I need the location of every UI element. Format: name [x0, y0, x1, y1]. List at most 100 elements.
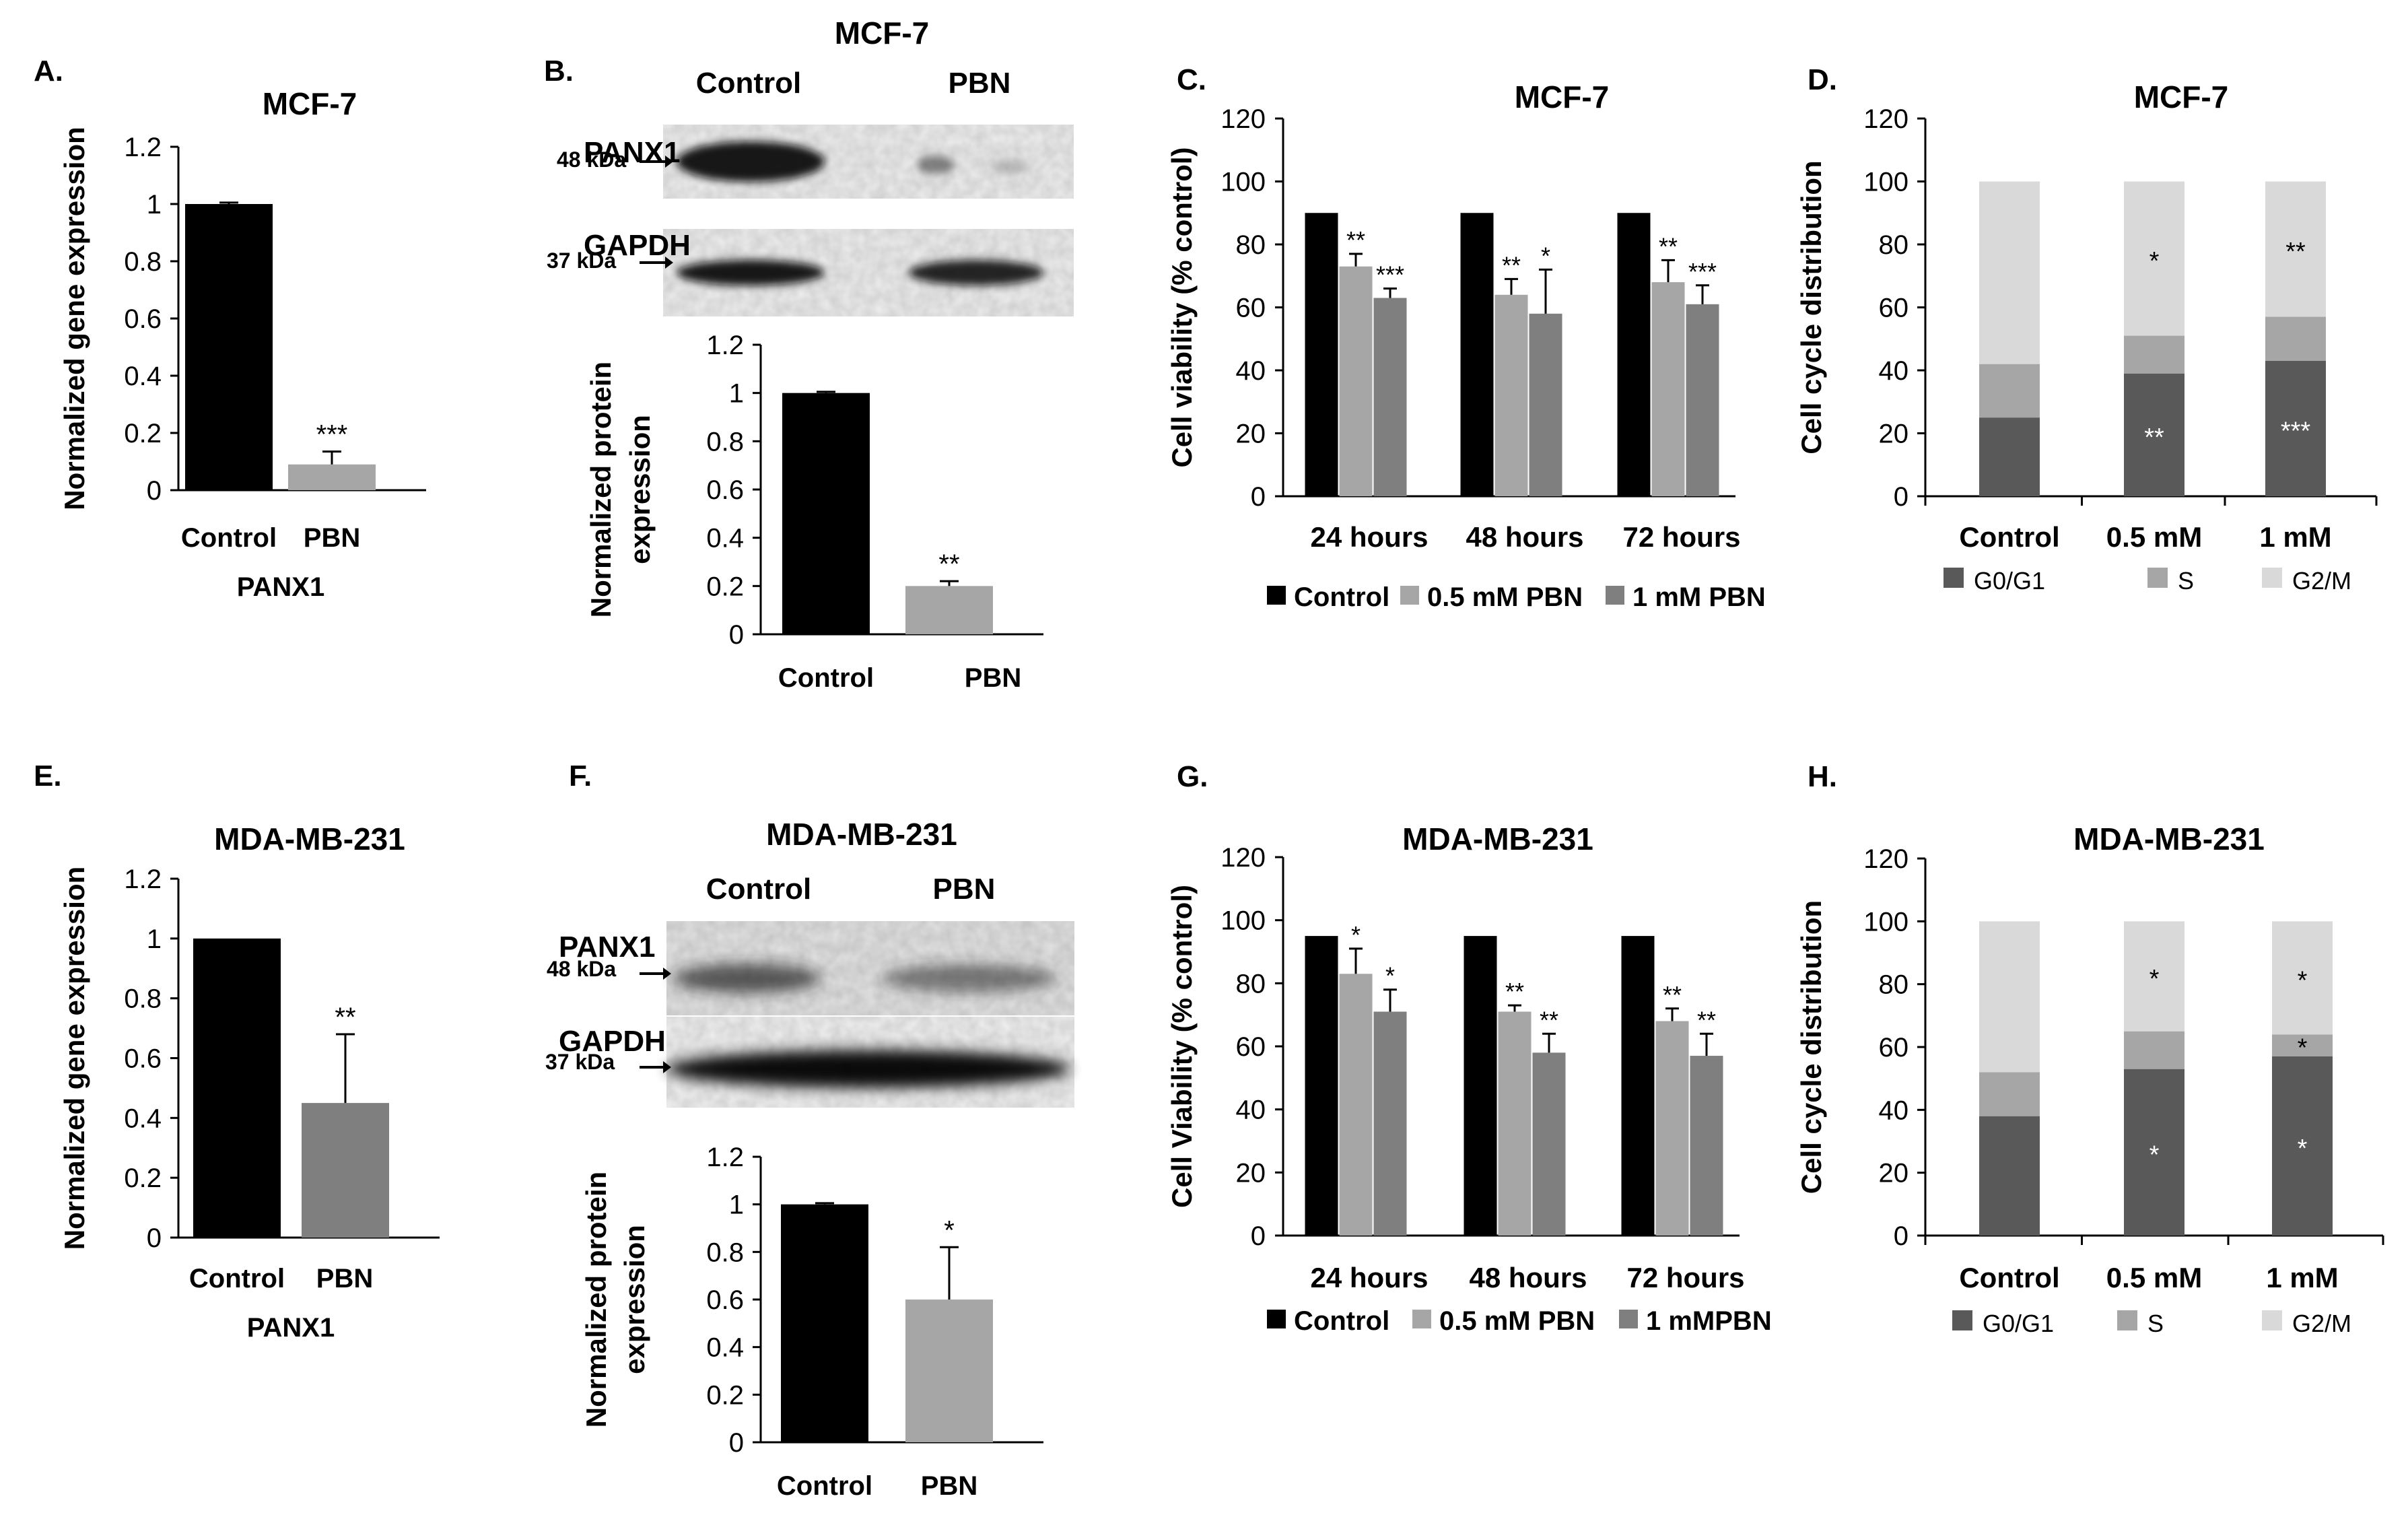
y-tick-label: 20	[1879, 419, 1909, 449]
significance-label: *	[1385, 962, 1395, 990]
significance-label: **	[2285, 238, 2306, 266]
y-tick-label: 20	[1879, 1159, 1909, 1188]
significance-label: **	[1505, 978, 1524, 1005]
significance-label: **	[1663, 981, 1682, 1009]
significance-label: *	[2149, 247, 2160, 275]
y-tick-label: 0.2	[706, 1380, 744, 1410]
legend-swatch	[2117, 1310, 2137, 1330]
y-tick-label: 60	[1879, 294, 1909, 323]
x-tick-label: PBN	[965, 663, 1021, 693]
y-tick-label: 100	[1863, 168, 1908, 197]
x-tick-label: 48 hours	[1466, 521, 1583, 553]
significance-label: **	[1659, 232, 1678, 260]
blot-band	[673, 964, 821, 993]
bar	[1686, 304, 1719, 496]
x-tick-label: 72 hours	[1626, 1262, 1744, 1293]
stacked-segment	[1979, 417, 2040, 496]
significance-label: *	[2149, 965, 2160, 993]
significance-label: **	[938, 549, 959, 579]
panel-letter: A.	[34, 55, 63, 88]
y-tick-label: 20	[1236, 1158, 1266, 1188]
significance-label: ***	[1688, 258, 1717, 285]
legend-swatch	[2147, 568, 2168, 588]
blot-band	[677, 260, 825, 285]
x-tick-label: PBN	[316, 1264, 373, 1293]
blot-lane-label: Control	[696, 67, 801, 100]
y-tick-label: 0	[729, 620, 744, 650]
y-tick-label: 1	[147, 190, 162, 220]
stacked-segment	[2124, 921, 2185, 1032]
bar-control	[193, 938, 281, 1238]
bar	[1498, 1011, 1532, 1236]
y-axis-label: expression	[624, 415, 656, 564]
x-tick-label: Control	[189, 1264, 285, 1293]
y-tick-label: 0.2	[124, 1164, 162, 1193]
significance-label: **	[335, 1003, 355, 1032]
y-tick-label: 60	[1236, 294, 1266, 323]
stacked-segment	[2265, 316, 2326, 361]
y-tick-label: 100	[1220, 906, 1266, 936]
stacked-segment	[2265, 360, 2326, 496]
y-tick-label: 1	[147, 924, 162, 954]
y-tick-label: 0	[1894, 482, 1908, 512]
bar	[1651, 282, 1685, 496]
x-tick-label: Control	[181, 523, 277, 553]
bar-pbn	[288, 464, 376, 490]
chart-title: MDA-MB-231	[2073, 821, 2265, 856]
panel-letter: H.	[1808, 760, 1837, 793]
bar	[1305, 936, 1338, 1236]
blot-marker-label: 37 kDa	[547, 248, 616, 273]
x-tick-label: 1 mM	[2259, 521, 2331, 553]
blot-protein-label: PANX1	[559, 931, 655, 964]
stacked-segment	[2265, 181, 2326, 317]
stacked-segment	[2272, 1056, 2333, 1236]
panel-b: B. MCF-7 Normalized protein expression Contr…	[544, 15, 1074, 693]
x-tick-label: Control	[778, 663, 874, 693]
y-tick-label: 1	[729, 379, 744, 409]
stacked-segment	[1979, 181, 2040, 364]
bar-pbn	[905, 1300, 993, 1442]
y-tick-label: 0	[1894, 1221, 1908, 1251]
y-tick-label: 0.8	[706, 1238, 744, 1267]
y-tick-label: 40	[1879, 1095, 1909, 1125]
y-tick-label: 1.2	[124, 865, 162, 894]
significance-label: **	[1346, 226, 1365, 254]
significance-label: *	[2149, 1141, 2160, 1169]
blot-band	[991, 160, 1029, 174]
x-tick-label: Control	[1959, 521, 2059, 553]
significance-label: *	[2298, 966, 2308, 995]
chart-title: MCF-7	[835, 15, 930, 50]
bar	[1339, 266, 1373, 496]
bar	[1690, 1056, 1723, 1236]
legend-swatch	[2262, 568, 2282, 588]
y-tick-label: 120	[1863, 844, 1908, 874]
bar	[1305, 213, 1338, 496]
stacked-segment	[2124, 335, 2185, 374]
bar	[1464, 936, 1497, 1236]
y-tick-label: 80	[1236, 969, 1266, 999]
stacked-segment	[1979, 1116, 2040, 1236]
y-tick-label: 0.2	[706, 572, 744, 601]
panel-g: G. MDA-MB-231 Cell Viability (% control) 0 2…	[1166, 760, 1772, 1336]
legend-label: 0.5 mM PBN	[1427, 582, 1583, 612]
y-axis-label: Normalized protein	[585, 362, 617, 617]
blot-marker-label: 48 kDa	[557, 147, 626, 172]
x-tick-label: 0.5 mM	[2106, 521, 2202, 553]
significance-label: *	[2298, 1034, 2308, 1063]
legend-label: 1 mMPBN	[1646, 1306, 1772, 1336]
legend-label: G0/G1	[1974, 567, 2045, 595]
x-tick-label: Control	[777, 1471, 872, 1501]
marker-arrow-head	[663, 1061, 671, 1073]
blot-marker-label: 48 kDa	[547, 957, 616, 981]
y-tick-label: 0.6	[124, 304, 162, 334]
y-tick-label: 120	[1863, 104, 1908, 134]
y-tick-label: 0.4	[124, 1104, 162, 1133]
y-tick-label: 100	[1863, 907, 1908, 937]
panel-letter: D.	[1808, 63, 1837, 96]
y-tick-label: 40	[1236, 1095, 1266, 1125]
y-tick-label: 1.2	[124, 133, 162, 162]
legend-swatch	[1619, 1310, 1638, 1328]
y-tick-label: 40	[1879, 356, 1909, 386]
panel-letter: E.	[34, 760, 62, 793]
y-tick-label: 80	[1879, 970, 1909, 1000]
